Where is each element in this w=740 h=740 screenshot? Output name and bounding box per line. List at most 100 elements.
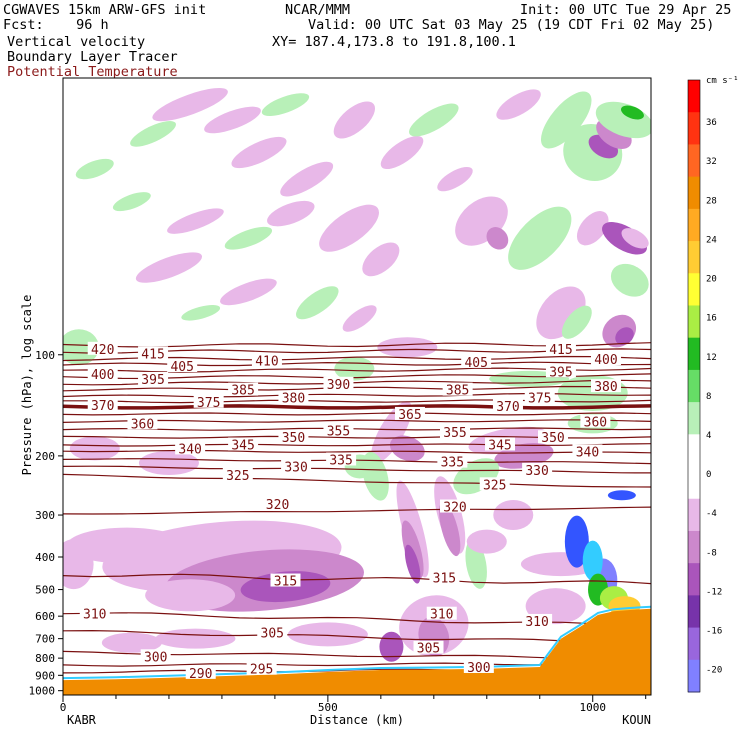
theta-label-415: 415 [141, 347, 164, 362]
colorbar-swatch [688, 627, 700, 661]
colorbar-swatch [688, 208, 700, 242]
header-line3-left: Vertical velocity [7, 34, 146, 50]
theta-label-380: 380 [594, 380, 617, 395]
colorbar-label: 0 [706, 470, 711, 480]
colorbar-swatch [688, 144, 700, 178]
theta-label-box [87, 366, 118, 380]
colorbar-label: -12 [706, 587, 722, 597]
theta-label-355: 355 [443, 426, 466, 441]
velocity-blob [610, 263, 649, 297]
theta-label-315: 315 [274, 575, 297, 590]
theta-label-box [228, 437, 259, 451]
theta-label-box [323, 376, 354, 390]
theta-label-340: 340 [178, 442, 201, 457]
velocity-blob [496, 89, 541, 120]
x-tick-label: 500 [318, 701, 338, 714]
velocity-blob [437, 166, 473, 192]
velocity-blob [439, 501, 461, 557]
theta-label-box [262, 496, 293, 510]
y-tick-label: 800 [35, 652, 55, 665]
velocity-blob [155, 628, 236, 649]
velocity-blob [540, 91, 592, 149]
updraft-core [564, 515, 589, 568]
theta-label-310: 310 [430, 608, 453, 623]
theta-label-310: 310 [525, 615, 548, 630]
theta-label-330: 330 [525, 464, 548, 479]
header-line4-left: Boundary Layer Tracer [7, 49, 178, 65]
y-tick-label: 700 [35, 633, 55, 646]
colorbar-label: 16 [706, 314, 717, 324]
theta-label-370: 370 [496, 400, 519, 415]
theta-label-325: 325 [226, 469, 249, 484]
theta-line-385 [63, 385, 651, 392]
theta-label-box [257, 625, 288, 639]
colorbar-swatch [688, 369, 700, 403]
theta-label-box [326, 452, 357, 466]
velocity-blob [231, 136, 287, 169]
theta-label-box [394, 406, 425, 420]
theta-label-365: 365 [398, 408, 421, 423]
header-line1-right: Init: 00 UTC Tue 29 Apr 25 [520, 2, 732, 18]
theta-label-box [281, 459, 312, 473]
colorbar-label: -16 [706, 627, 722, 637]
theta-label-box [572, 444, 603, 458]
theta-line-355 [63, 427, 651, 431]
velocity-blob [493, 500, 534, 531]
theta-label-400: 400 [594, 353, 617, 368]
velocity-blob [389, 435, 425, 462]
velocity-blob [204, 106, 261, 134]
theta-label-box [524, 390, 555, 404]
x-tick-label: 1000 [579, 701, 606, 714]
colorbar-swatch [688, 112, 700, 145]
theta-label-420: 420 [91, 343, 114, 358]
velocity-blob [267, 200, 315, 227]
velocity-blob [224, 226, 273, 250]
y-tick-label: 200 [35, 450, 55, 463]
theta-label-box [437, 454, 468, 468]
theta-label-box [79, 606, 110, 620]
y-tick-label: 500 [35, 584, 55, 597]
theta-label-290: 290 [189, 667, 212, 682]
colorbar-frame [687, 79, 701, 693]
theta-label-box [140, 649, 171, 663]
theta-label-315: 315 [433, 571, 456, 586]
velocity-blob [152, 88, 228, 122]
theta-label-305: 305 [261, 626, 284, 641]
theta-label-box [222, 468, 253, 482]
plot-area: 420 415 415 410 405 405 400 400 395 395 390 385 385 3… [63, 78, 651, 695]
colorbar-swatch [688, 563, 700, 596]
velocity-blob [63, 539, 94, 590]
colorbar-swatch [688, 466, 700, 500]
velocity-blob [138, 451, 199, 476]
velocity-blob [409, 103, 459, 137]
theta-line-370 [63, 404, 651, 410]
header-line1-left: CGWAVES 15km ARW-GFS init [3, 2, 207, 18]
right-endpoint-label: KOUN [622, 713, 651, 727]
theta-label-box [590, 379, 621, 393]
velocity-blob [621, 228, 649, 249]
x-tick-label: 0 [60, 701, 67, 714]
colorbar-label: 24 [706, 235, 717, 245]
theta-label-395: 395 [141, 373, 164, 388]
theta-label-box [522, 462, 553, 476]
vertical-velocity-field [63, 88, 651, 662]
theta-label-box [228, 382, 259, 396]
colorbar-swatch [688, 305, 700, 339]
theta-label-325: 325 [483, 478, 506, 493]
theta-line-305 [63, 629, 651, 645]
y-tick-label: 1000 [29, 685, 56, 698]
header-line5-left: Potential Temperature [7, 64, 178, 80]
theta-label-320: 320 [266, 498, 289, 513]
theta-label-box [463, 659, 494, 673]
theta-label-330: 330 [284, 460, 307, 475]
theta-label-box [138, 346, 169, 360]
velocity-blob [296, 286, 339, 320]
theta-label-360: 360 [131, 417, 154, 432]
velocity-blob [620, 105, 644, 120]
velocity-blob [181, 305, 221, 321]
theta-label-box [461, 354, 492, 368]
colorbar-label: -4 [706, 509, 717, 519]
velocity-blob [319, 204, 379, 252]
theta-label-400: 400 [91, 368, 114, 383]
theta-label-box [545, 341, 576, 355]
